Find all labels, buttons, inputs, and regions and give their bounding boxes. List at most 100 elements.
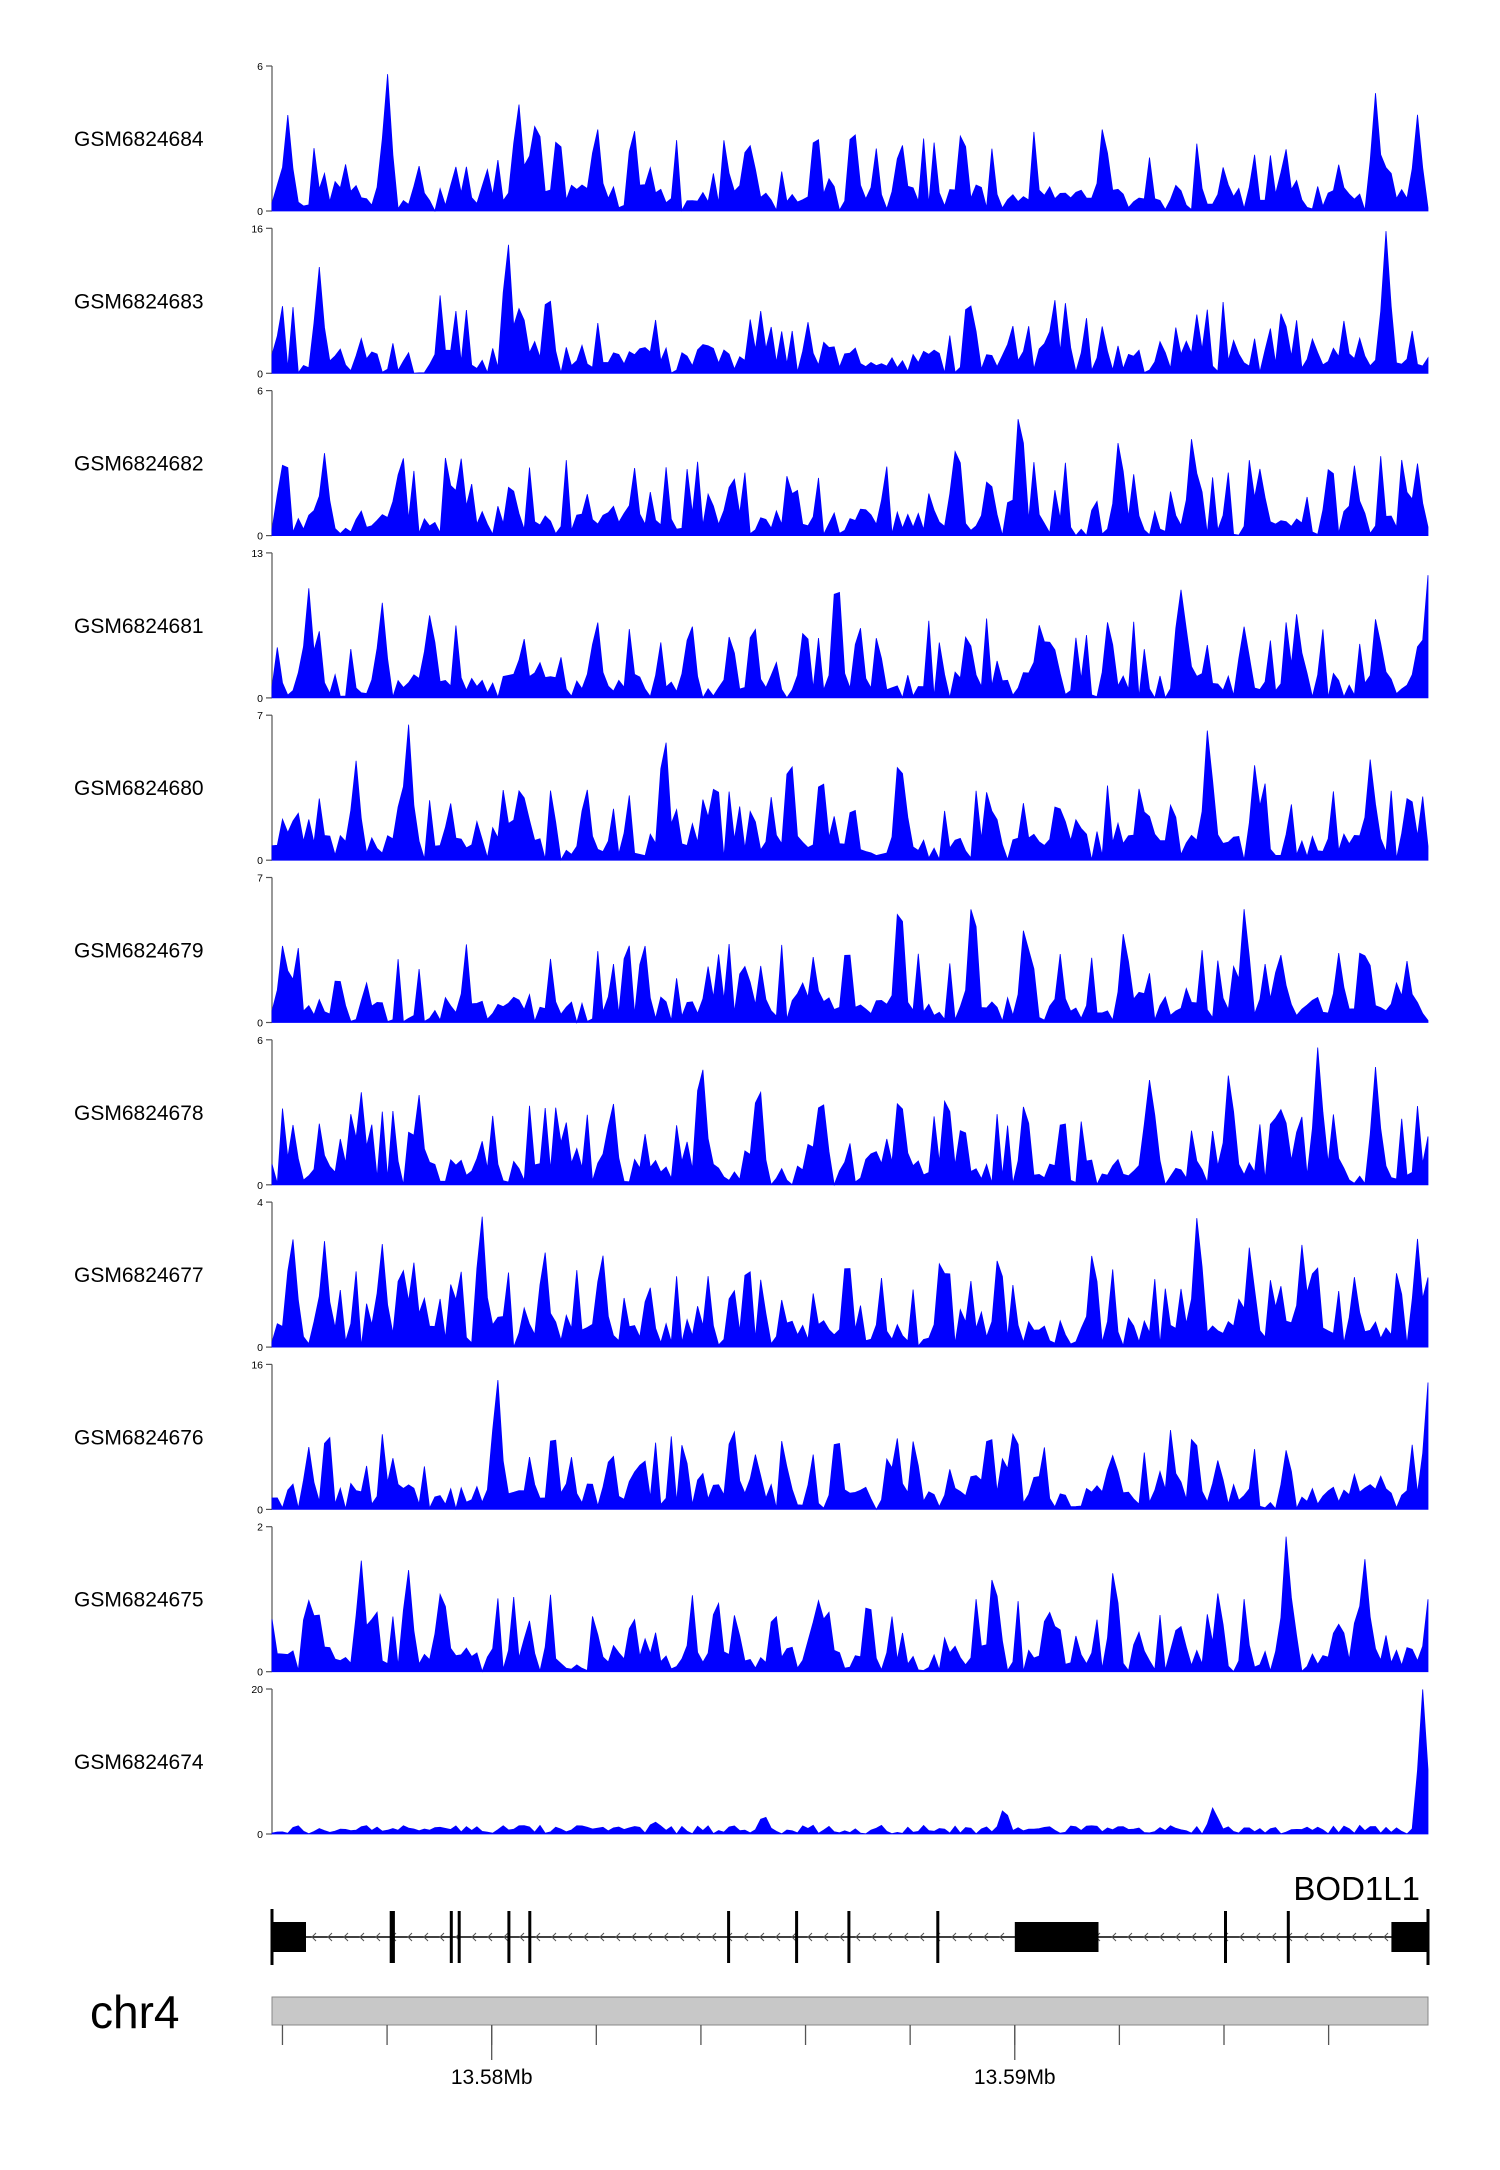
exon-block	[1014, 1922, 1099, 1952]
track-label: GSM6824682	[74, 453, 204, 476]
track-GSM6824681: GSM6824681 13 0	[74, 548, 1429, 705]
strand-arrow	[807, 1932, 813, 1942]
exon-block	[1286, 1911, 1290, 1963]
y-max-label: 16	[251, 1359, 263, 1371]
strand-arrow	[903, 1932, 909, 1942]
track-GSM6824674: GSM6824674 20 0	[74, 1684, 1429, 1841]
signal-area	[271, 1047, 1429, 1187]
exon-block	[389, 1911, 395, 1963]
strand-arrow	[919, 1932, 925, 1942]
track-label: GSM6824681	[74, 615, 204, 638]
coordinate-label: 13.58Mb	[451, 2066, 533, 2089]
signal-area	[271, 1216, 1429, 1348]
strand-arrow	[471, 1932, 477, 1942]
strand-arrow	[743, 1932, 749, 1942]
strand-arrow	[1351, 1932, 1357, 1942]
y-max-label: 6	[257, 386, 263, 398]
y-min-label: 0	[257, 1829, 263, 1841]
strand-arrow	[439, 1932, 445, 1942]
strand-arrow	[615, 1932, 621, 1942]
exon-block	[1391, 1922, 1428, 1952]
exon-block	[272, 1922, 306, 1952]
exon-block	[847, 1911, 851, 1963]
strand-arrow	[791, 1932, 797, 1942]
strand-arrow	[887, 1932, 893, 1942]
y-min-label: 0	[257, 1180, 263, 1192]
strand-arrow	[647, 1932, 653, 1942]
y-min-label: 0	[257, 693, 263, 705]
strand-arrow	[1127, 1932, 1133, 1942]
strand-arrow	[1319, 1932, 1325, 1942]
strand-arrow	[599, 1932, 605, 1942]
track-GSM6824680: GSM6824680 7 0	[74, 710, 1429, 867]
y-min-label: 0	[257, 368, 263, 380]
exon-block	[528, 1911, 532, 1963]
exon-block	[457, 1911, 461, 1963]
strand-arrow	[1303, 1932, 1309, 1942]
strand-arrow	[663, 1932, 669, 1942]
strand-arrow	[1367, 1932, 1373, 1942]
y-min-label: 0	[257, 206, 263, 218]
track-GSM6824675: GSM6824675 2 0	[74, 1522, 1429, 1679]
signal-area	[271, 74, 1429, 213]
track-label: GSM6824684	[74, 128, 204, 151]
track-GSM6824678: GSM6824678 6 0	[74, 1035, 1429, 1192]
strand-arrow	[1255, 1932, 1261, 1942]
strand-arrow	[519, 1932, 525, 1942]
strand-arrow	[327, 1932, 333, 1942]
strand-arrow	[1383, 1932, 1389, 1942]
data-tracks: GSM682468460GSM6824683160GSM682468260GSM…	[74, 61, 1429, 1841]
track-label: GSM6824676	[74, 1426, 204, 1449]
exon-block	[795, 1911, 799, 1963]
strand-arrow	[951, 1932, 957, 1942]
y-max-label: 20	[251, 1684, 263, 1696]
signal-area	[271, 1689, 1429, 1835]
strand-arrow	[375, 1932, 381, 1942]
exon-block	[727, 1911, 731, 1963]
strand-arrow	[1159, 1932, 1165, 1942]
strand-arrow	[1239, 1932, 1245, 1942]
strand-arrow	[839, 1932, 845, 1942]
y-max-label: 7	[257, 873, 263, 885]
y-min-label: 0	[257, 531, 263, 543]
exon-block	[1224, 1911, 1227, 1963]
strand-arrow	[487, 1932, 493, 1942]
strand-arrow	[823, 1932, 829, 1942]
strand-arrow	[1111, 1932, 1117, 1942]
strand-arrow	[1175, 1932, 1181, 1942]
track-GSM6824682: GSM6824682 6 0	[74, 386, 1429, 543]
strand-arrow	[1191, 1932, 1197, 1942]
strand-arrow	[407, 1932, 413, 1942]
exon-block	[449, 1911, 453, 1963]
y-max-label: 7	[257, 710, 263, 722]
track-label: GSM6824679	[74, 940, 204, 963]
track-label: GSM6824680	[74, 777, 204, 800]
strand-arrow	[551, 1932, 557, 1942]
y-max-label: 6	[257, 61, 263, 73]
chromosome-label: chr4	[90, 1986, 179, 2038]
strand-arrow	[503, 1932, 509, 1942]
strand-arrow	[679, 1932, 685, 1942]
y-min-label: 0	[257, 1342, 263, 1354]
gene-name-label: BOD1L1	[1293, 1870, 1420, 1907]
strand-arrow	[631, 1932, 637, 1942]
gene-model-track: BOD1L1	[270, 1870, 1430, 1965]
signal-area	[271, 909, 1429, 1024]
strand-arrow	[711, 1932, 717, 1942]
y-min-label: 0	[257, 855, 263, 867]
coordinate-label: 13.59Mb	[974, 2066, 1056, 2089]
strand-arrow	[423, 1932, 429, 1942]
chromosome-bar	[271, 1996, 1429, 2026]
y-max-label: 6	[257, 1035, 263, 1047]
strand-arrow	[1335, 1932, 1341, 1942]
signal-area	[271, 1536, 1429, 1673]
y-max-label: 13	[251, 548, 263, 560]
strand-arrow	[311, 1932, 317, 1942]
strand-arrow	[983, 1932, 989, 1942]
track-label: GSM6824674	[74, 1751, 204, 1774]
track-label: GSM6824675	[74, 1589, 204, 1612]
y-max-label: 2	[257, 1522, 263, 1534]
signal-area	[271, 231, 1429, 374]
strand-arrow	[343, 1932, 349, 1942]
